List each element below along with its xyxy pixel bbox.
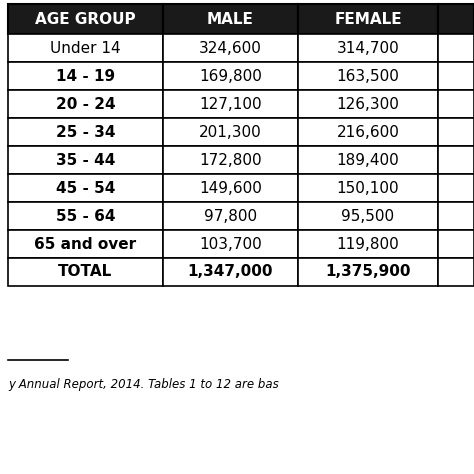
Bar <box>438 146 474 174</box>
Bar <box>438 258 474 286</box>
Bar <box>8 4 163 34</box>
Text: 172,800: 172,800 <box>199 153 262 167</box>
Text: 1,375,900: 1,375,900 <box>325 264 411 280</box>
Bar <box>163 174 298 202</box>
Bar <box>163 90 298 118</box>
Text: 55 - 64: 55 - 64 <box>56 209 115 224</box>
Bar <box>298 258 438 286</box>
Bar <box>438 90 474 118</box>
Text: 163,500: 163,500 <box>337 69 400 83</box>
Bar <box>163 118 298 146</box>
Bar <box>438 174 474 202</box>
Text: 103,700: 103,700 <box>199 237 262 252</box>
Bar <box>8 90 163 118</box>
Text: 25 - 34: 25 - 34 <box>56 125 115 139</box>
Text: 324,600: 324,600 <box>199 40 262 55</box>
Text: MALE: MALE <box>207 11 254 27</box>
Text: 35 - 44: 35 - 44 <box>56 153 115 167</box>
Bar <box>298 118 438 146</box>
Bar <box>8 258 163 286</box>
Bar <box>163 62 298 90</box>
Bar <box>163 146 298 174</box>
Text: 45 - 54: 45 - 54 <box>56 181 115 195</box>
Bar <box>298 4 438 34</box>
Bar <box>8 118 163 146</box>
Text: 189,400: 189,400 <box>337 153 400 167</box>
Bar <box>163 230 298 258</box>
Bar <box>298 62 438 90</box>
Bar <box>8 202 163 230</box>
Bar <box>438 34 474 62</box>
Text: 97,800: 97,800 <box>204 209 257 224</box>
Bar <box>163 4 298 34</box>
Bar <box>8 34 163 62</box>
Bar <box>438 202 474 230</box>
Bar <box>163 258 298 286</box>
Text: 95,500: 95,500 <box>341 209 394 224</box>
Bar <box>8 62 163 90</box>
Bar <box>438 230 474 258</box>
Bar <box>298 230 438 258</box>
Text: 14 - 19: 14 - 19 <box>56 69 115 83</box>
Text: 119,800: 119,800 <box>337 237 400 252</box>
Text: 150,100: 150,100 <box>337 181 399 195</box>
Bar <box>163 202 298 230</box>
Text: 216,600: 216,600 <box>337 125 400 139</box>
Bar <box>298 146 438 174</box>
Text: TOTAL: TOTAL <box>58 264 113 280</box>
Text: AGE GROUP: AGE GROUP <box>35 11 136 27</box>
Text: 314,700: 314,700 <box>337 40 400 55</box>
Text: 127,100: 127,100 <box>199 97 262 111</box>
Bar <box>438 4 474 34</box>
Bar <box>298 90 438 118</box>
Text: 20 - 24: 20 - 24 <box>55 97 115 111</box>
Bar <box>298 202 438 230</box>
Bar <box>438 118 474 146</box>
Text: 126,300: 126,300 <box>337 97 400 111</box>
Text: y Annual Report, 2014. Tables 1 to 12 are bas: y Annual Report, 2014. Tables 1 to 12 ar… <box>8 378 279 391</box>
Text: Under 14: Under 14 <box>50 40 121 55</box>
Bar <box>298 34 438 62</box>
Text: 201,300: 201,300 <box>199 125 262 139</box>
Text: 1,347,000: 1,347,000 <box>188 264 273 280</box>
Text: 169,800: 169,800 <box>199 69 262 83</box>
Bar <box>8 230 163 258</box>
Bar <box>298 174 438 202</box>
Text: 65 and over: 65 and over <box>35 237 137 252</box>
Bar <box>8 146 163 174</box>
Bar <box>163 34 298 62</box>
Bar <box>438 62 474 90</box>
Text: 149,600: 149,600 <box>199 181 262 195</box>
Text: FEMALE: FEMALE <box>334 11 402 27</box>
Bar <box>8 174 163 202</box>
